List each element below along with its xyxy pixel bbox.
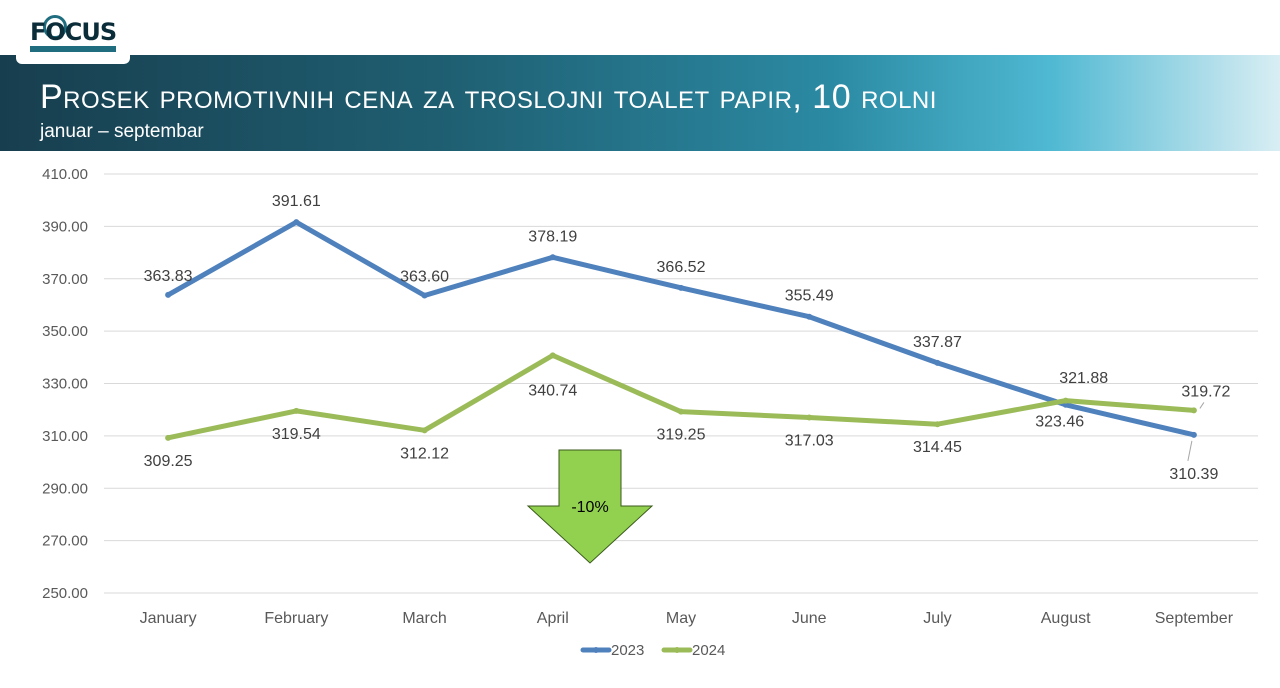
x-category-label: January xyxy=(140,610,197,627)
data-label: 378.19 xyxy=(528,228,577,245)
data-labels: 363.83 391.61 363.60 378.19 366.52 355.49 337.… xyxy=(144,193,1231,483)
data-label: 321.88 xyxy=(1059,370,1108,387)
data-point xyxy=(421,427,428,434)
legend-item-2024: 2024 xyxy=(661,642,725,659)
data-point xyxy=(678,408,684,415)
data-point xyxy=(678,284,684,291)
x-category-label: March xyxy=(402,610,446,627)
data-point xyxy=(934,421,941,428)
legend-item-2023: 2023 xyxy=(580,642,644,659)
y-tick-label: 370.00 xyxy=(42,271,88,288)
data-point xyxy=(293,219,300,226)
y-tick-label: 390.00 xyxy=(42,218,88,235)
data-label: 319.25 xyxy=(657,427,706,444)
y-tick-label: 310.00 xyxy=(42,428,88,445)
x-category-label: June xyxy=(792,610,827,627)
data-point xyxy=(1190,431,1197,438)
arrow-label: -10% xyxy=(571,499,608,516)
data-point xyxy=(1062,397,1069,404)
data-label: 317.03 xyxy=(785,432,834,449)
y-tick-label: 250.00 xyxy=(42,585,88,602)
data-point xyxy=(421,292,428,299)
grid-lines xyxy=(104,173,1258,594)
logo-ring-icon xyxy=(43,15,67,39)
logo-text: FOCUS xyxy=(30,18,117,46)
data-point xyxy=(293,407,300,414)
data-label: 363.83 xyxy=(144,268,193,285)
x-category-label: August xyxy=(1041,610,1091,627)
data-point xyxy=(165,434,172,441)
y-axis-ticks: 410.00 390.00 370.00 350.00 330.00 310.00 290.… xyxy=(42,166,88,602)
x-category-label: April xyxy=(537,610,569,627)
data-label: 340.74 xyxy=(528,382,577,399)
x-category-label: February xyxy=(264,610,328,627)
legend-label: 2023 xyxy=(611,642,644,659)
data-label: 355.49 xyxy=(785,288,834,305)
data-label: 363.60 xyxy=(400,269,449,286)
leader-line xyxy=(1187,440,1193,461)
x-category-label: September xyxy=(1155,610,1234,627)
data-label: 366.52 xyxy=(657,259,706,276)
data-point xyxy=(549,254,556,261)
y-tick-label: 350.00 xyxy=(42,323,88,340)
x-category-label: July xyxy=(923,610,951,627)
y-tick-label: 270.00 xyxy=(42,533,88,550)
data-point xyxy=(165,291,172,298)
x-axis-categories: January February March April May June July Augu… xyxy=(140,610,1234,627)
y-tick-label: 330.00 xyxy=(42,376,88,393)
data-point xyxy=(806,313,813,320)
data-label: 309.25 xyxy=(144,453,193,470)
logo-bar xyxy=(30,46,116,52)
legend-marker xyxy=(593,647,599,653)
data-point xyxy=(549,352,556,359)
data-point xyxy=(1190,407,1197,414)
focus-logo: FOCUS xyxy=(16,10,130,64)
y-tick-label: 410.00 xyxy=(42,166,88,183)
data-label: 314.45 xyxy=(913,439,962,456)
legend-marker xyxy=(674,647,680,653)
data-label: 323.46 xyxy=(1035,414,1084,431)
data-label: 319.72 xyxy=(1181,383,1230,400)
data-point xyxy=(934,359,941,366)
data-point xyxy=(806,414,813,421)
down-arrow-icon xyxy=(526,449,654,564)
header-banner xyxy=(0,55,1280,151)
chart-subtitle: januar – septembar xyxy=(40,121,204,142)
data-label: 312.12 xyxy=(400,445,449,462)
legend-label: 2024 xyxy=(692,642,725,659)
data-label: 337.87 xyxy=(913,334,962,351)
series-lines xyxy=(165,219,1197,441)
x-category-label: May xyxy=(666,610,696,627)
down-arrow: -10% xyxy=(526,449,654,564)
y-tick-label: 290.00 xyxy=(42,480,88,497)
leader-line xyxy=(1199,402,1205,409)
data-label: 391.61 xyxy=(272,193,321,210)
chart-title: Prosek promotivnih cena za troslojni toa… xyxy=(40,78,937,116)
legend: 2023 2024 xyxy=(580,642,725,659)
data-label: 319.54 xyxy=(272,426,321,443)
data-label: 310.39 xyxy=(1169,466,1218,483)
